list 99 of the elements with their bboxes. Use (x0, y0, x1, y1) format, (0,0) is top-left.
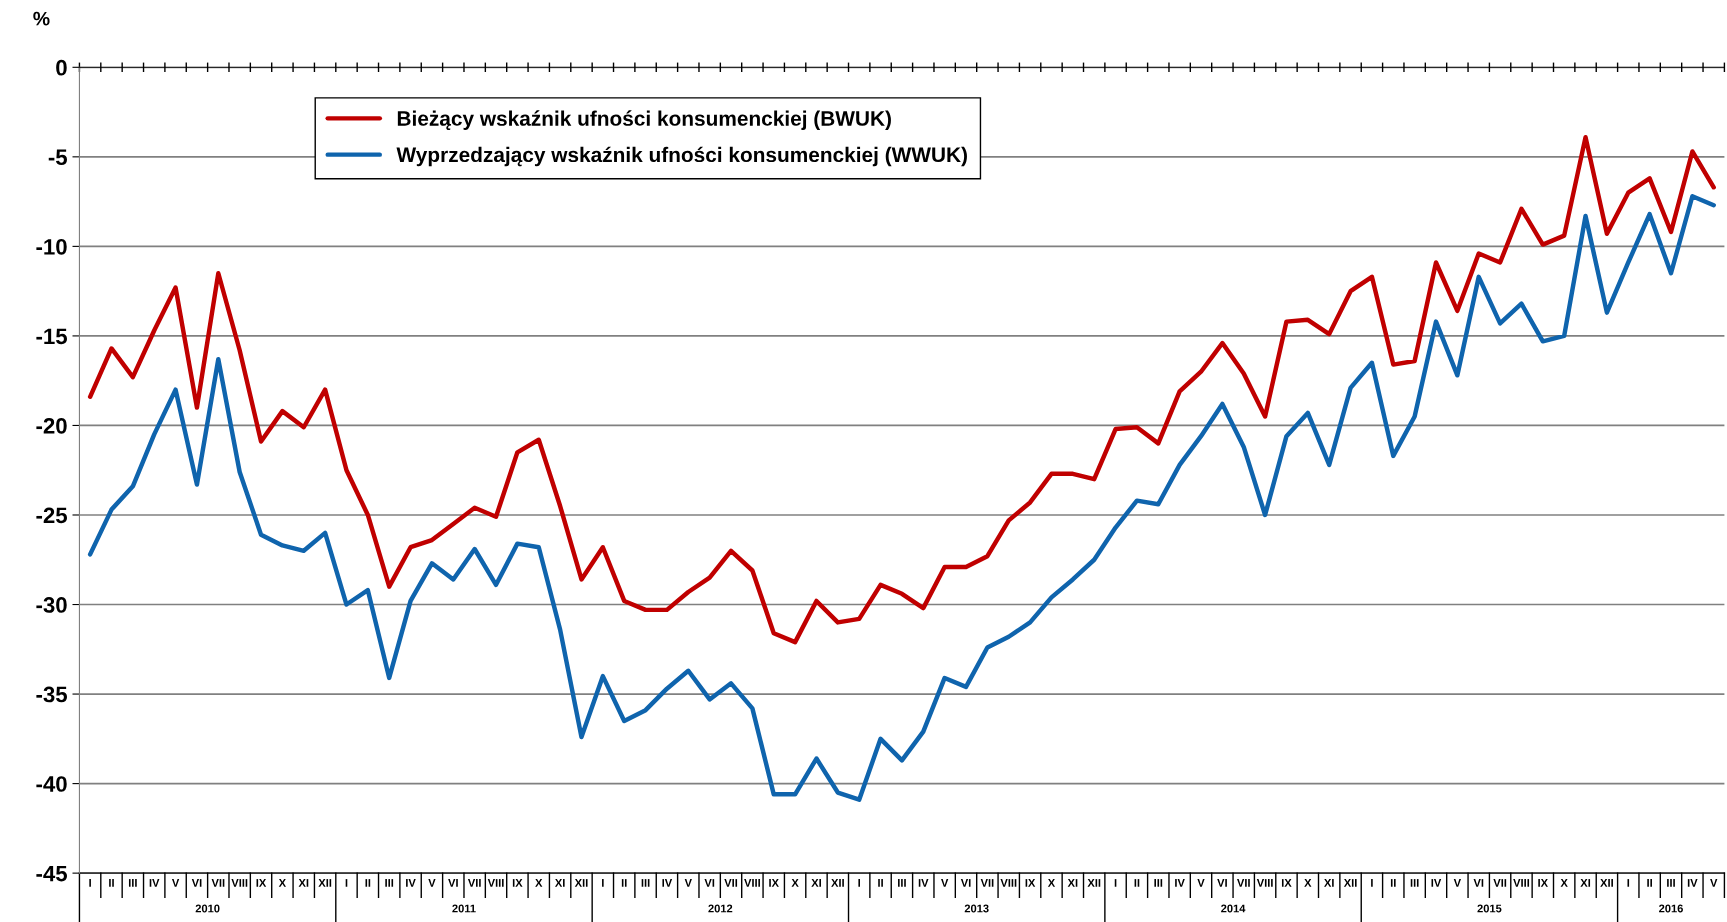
x-tick-label: X (791, 879, 799, 887)
text: 2016 (1659, 904, 1683, 913)
x-tick-label: XII (318, 879, 332, 887)
x-tick-label: IV (1175, 879, 1185, 887)
y-tick-label: -10 (36, 238, 67, 255)
y-tick-label: -45 (36, 865, 68, 882)
x-tick-label: I (602, 879, 604, 887)
x-tick-label: IX (256, 879, 267, 887)
text: 2012 (708, 904, 733, 913)
x-tick-label: III (1154, 879, 1163, 887)
x-tick-label: X (1304, 879, 1312, 887)
x-tick-label: V (171, 879, 180, 887)
x-tick-label: III (898, 879, 906, 887)
y-tick-label: -5 (48, 149, 68, 166)
x-tick-label: XI (1580, 879, 1591, 887)
x-tick-label: III (128, 879, 137, 887)
x-tick-label: IV (1431, 879, 1442, 887)
x-tick-label: V (684, 879, 692, 887)
x-tick-label: XI (811, 879, 821, 887)
x-tick-label: VII (1237, 879, 1250, 887)
x-tick-label: VI (704, 879, 715, 887)
x-tick-label: I (89, 879, 91, 887)
y-axis-title: % (33, 11, 50, 26)
x-tick-label: XI (298, 879, 309, 887)
x-tick-label: IV (1687, 879, 1698, 887)
text: 2010 (195, 904, 220, 913)
x-tick-label: IX (512, 879, 523, 887)
y-tick-label: -35 (36, 686, 68, 703)
x-tick-label: V (1453, 879, 1461, 887)
x-tick-label: VIII (1256, 879, 1273, 887)
y-tick-label: -40 (36, 776, 67, 792)
x-tick-label: VI (448, 879, 458, 887)
x-tick-label: XII (1600, 879, 1613, 887)
x-tick-label: I (858, 879, 860, 887)
x-tick-label: X (278, 879, 286, 887)
x-tick-label: II (1647, 879, 1652, 887)
x-tick-label: VIII (1000, 879, 1017, 887)
legend-label: Wyprzedzający wskaźnik ufności konsumenckiej (WWUK) (396, 146, 967, 167)
x-tick-label: XI (1324, 879, 1334, 887)
text: 2014 (1221, 904, 1246, 913)
x-tick-label: III (385, 879, 394, 887)
x-tick-label: XII (1343, 879, 1357, 887)
x-tick-label: I (1627, 879, 1630, 887)
x-tick-label: VII (467, 879, 481, 887)
x-tick-label: I (1371, 879, 1373, 887)
y-tick-label: -30 (36, 597, 67, 613)
x-tick-label: III (1410, 879, 1419, 887)
x-tick-label: II (1390, 879, 1396, 887)
x-tick-label: II (1134, 879, 1140, 887)
x-tick-label: V (941, 879, 949, 887)
x-tick-label: IV (149, 879, 160, 887)
x-tick-label: XI (554, 879, 565, 887)
x-tick-label: XI (1067, 879, 1078, 887)
x-tick-label: X (535, 879, 543, 887)
x-tick-label: V (1197, 879, 1205, 887)
x-tick-label: II (621, 879, 627, 887)
y-tick-label: -20 (36, 417, 67, 434)
x-tick-label: VII (980, 879, 994, 887)
text: 2015 (1477, 904, 1502, 913)
x-tick-label: VII (1493, 879, 1507, 887)
x-tick-label: V (428, 879, 436, 887)
line-series (87, 134, 1716, 645)
x-tick-label: VI (191, 879, 202, 887)
x-tick-label: XII (831, 879, 844, 887)
x-tick-label: I (345, 879, 348, 887)
text: 2013 (964, 904, 989, 913)
x-tick-label: VIII (487, 879, 504, 887)
y-tick-label: -25 (36, 507, 68, 524)
x-tick-label: X (1560, 879, 1568, 887)
x-tick-label: I (1114, 879, 1117, 887)
x-tick-label: IV (918, 879, 929, 887)
legend-label: Bieżący wskaźnik ufności konsumenckiej (BWUK) (397, 110, 891, 130)
x-tick-label: VI (1473, 879, 1484, 887)
line-series (87, 194, 1716, 802)
x-tick-label: IX (1538, 879, 1548, 887)
y-tick-label: -15 (36, 328, 68, 345)
x-tick-label: XII (1087, 879, 1101, 887)
text: 2011 (452, 904, 476, 913)
y-tick-label: 0 (56, 59, 67, 76)
x-tick-label: VII (211, 879, 225, 887)
x-tick-label: VII (724, 879, 738, 887)
x-tick-label: IX (769, 879, 779, 887)
x-tick-label: V (1710, 879, 1718, 887)
x-tick-label: VIII (744, 879, 760, 887)
x-tick-label: IX (1025, 879, 1036, 887)
x-tick-label: VIII (231, 879, 248, 887)
x-tick-label: X (1047, 879, 1056, 887)
x-tick-label: II (109, 879, 114, 887)
x-tick-label: IV (406, 879, 416, 887)
x-tick-label: III (1667, 879, 1675, 887)
x-tick-label: XII (574, 879, 588, 887)
x-tick-label: VIII (1513, 879, 1530, 887)
x-tick-label: II (365, 879, 371, 887)
x-tick-label: IV (662, 879, 673, 887)
x-tick-label: VI (960, 879, 971, 887)
x-tick-label: IX (1281, 879, 1292, 887)
x-tick-label: III (641, 879, 650, 887)
x-tick-label: II (878, 879, 883, 887)
x-tick-label: VI (1217, 879, 1227, 887)
